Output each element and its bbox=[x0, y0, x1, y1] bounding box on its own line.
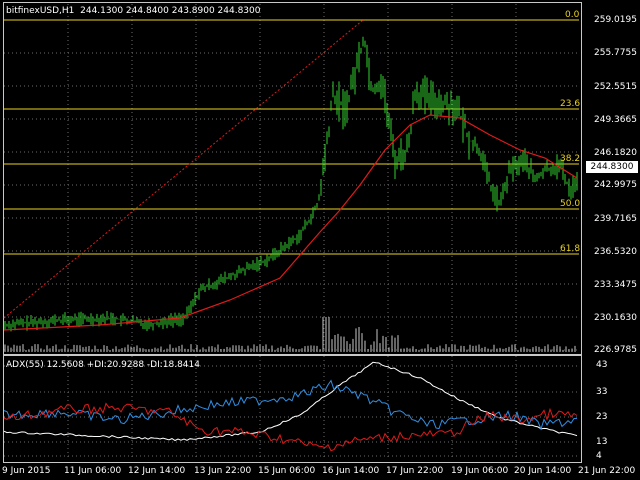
time-tick: 19 Jun 06:00 bbox=[451, 466, 509, 476]
price-tick: 236.5320 bbox=[594, 247, 637, 257]
price-tick: 255.7755 bbox=[594, 48, 637, 58]
adx-line bbox=[3, 361, 578, 442]
price-tick: 230.1630 bbox=[594, 313, 637, 323]
price-tick: 249.3665 bbox=[594, 115, 637, 125]
adx-title: ADX(55) 12.5608 +DI:20.9288 -DI:18.8414 bbox=[6, 360, 200, 370]
plus-di-line bbox=[3, 379, 578, 431]
adx-tick: 23 bbox=[596, 412, 608, 422]
time-tick: 9 Jun 2015 bbox=[2, 466, 51, 476]
fib-label: 50.0 bbox=[560, 199, 581, 209]
adx-chart-frame[interactable] bbox=[3, 355, 582, 463]
fib-trendline bbox=[3, 19, 364, 319]
price-tick: 242.9975 bbox=[594, 180, 637, 190]
price-chart-frame[interactable] bbox=[3, 2, 582, 355]
adx-tick: 43 bbox=[596, 360, 608, 370]
time-tick: 12 Jun 14:00 bbox=[128, 466, 186, 476]
price-tick: 246.1820 bbox=[594, 148, 637, 158]
time-tick: 16 Jun 14:00 bbox=[322, 466, 380, 476]
time-tick: 20 Jun 14:00 bbox=[514, 466, 572, 476]
time-tick: 13 Jun 22:00 bbox=[194, 466, 252, 476]
time-tick: 11 Jun 06:00 bbox=[64, 466, 122, 476]
price-tick: 233.3475 bbox=[594, 280, 637, 290]
fib-label: 23.6 bbox=[560, 99, 581, 109]
time-tick: 17 Jun 22:00 bbox=[386, 466, 444, 476]
current-price-label: 244.8300 bbox=[586, 161, 638, 173]
price-tick: 239.7165 bbox=[594, 214, 637, 224]
chart-title: bitfinexUSD,H1 244.1300 244.8400 243.890… bbox=[6, 6, 261, 16]
time-tick: 21 Jun 22:00 bbox=[578, 466, 636, 476]
fib-label: 38.2 bbox=[560, 154, 581, 164]
adx-tick: 13 bbox=[596, 437, 608, 447]
fib-label: 0.0 bbox=[565, 10, 580, 20]
time-tick: 15 Jun 06:00 bbox=[258, 466, 316, 476]
price-tick: 226.9785 bbox=[594, 345, 637, 355]
price-tick: 259.0195 bbox=[594, 15, 637, 25]
moving-average-line bbox=[3, 114, 578, 331]
adx-tick: 4 bbox=[596, 451, 602, 461]
adx-tick: 33 bbox=[596, 387, 608, 397]
fib-label: 61.8 bbox=[560, 244, 581, 254]
price-tick: 252.5515 bbox=[594, 82, 637, 92]
minus-di-line bbox=[3, 402, 578, 452]
